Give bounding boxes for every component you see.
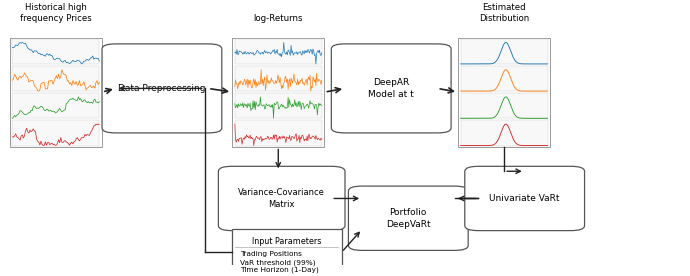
Text: Estimated
Distribution: Estimated Distribution	[479, 4, 529, 23]
Text: Portfolio
DeepVaRt: Portfolio DeepVaRt	[386, 208, 431, 229]
Bar	[235, 93, 322, 118]
Text: log-Returns: log-Returns	[253, 14, 303, 23]
Bar	[235, 66, 322, 91]
Text: Trading Positions: Trading Positions	[240, 251, 302, 257]
Text: Time Horizon (1-Day): Time Horizon (1-Day)	[240, 267, 319, 274]
Text: Data Preprocessing: Data Preprocessing	[118, 84, 206, 93]
FancyBboxPatch shape	[465, 166, 584, 231]
FancyBboxPatch shape	[218, 166, 345, 231]
Text: Univariate VaRt: Univariate VaRt	[489, 194, 560, 203]
Bar	[12, 120, 99, 145]
Bar	[458, 38, 551, 147]
Bar	[12, 39, 99, 64]
Text: Input Parameters: Input Parameters	[252, 237, 322, 246]
Text: VaR threshold (99%): VaR threshold (99%)	[240, 259, 316, 266]
Bar	[235, 120, 322, 145]
Bar	[10, 38, 102, 147]
Bar	[232, 229, 342, 275]
Bar	[461, 120, 548, 145]
Text: Historical high
frequency Prices: Historical high frequency Prices	[20, 4, 92, 23]
Bar	[461, 66, 548, 91]
Bar	[232, 38, 324, 147]
Bar	[461, 39, 548, 64]
FancyBboxPatch shape	[348, 186, 469, 250]
Bar	[12, 66, 99, 91]
Bar	[461, 93, 548, 118]
Text: DeepAR
Model at t: DeepAR Model at t	[368, 78, 414, 99]
Bar	[12, 93, 99, 118]
FancyBboxPatch shape	[102, 44, 221, 133]
Text: Variance-Covariance
Matrix: Variance-Covariance Matrix	[238, 188, 325, 209]
Bar	[235, 39, 322, 64]
FancyBboxPatch shape	[331, 44, 451, 133]
